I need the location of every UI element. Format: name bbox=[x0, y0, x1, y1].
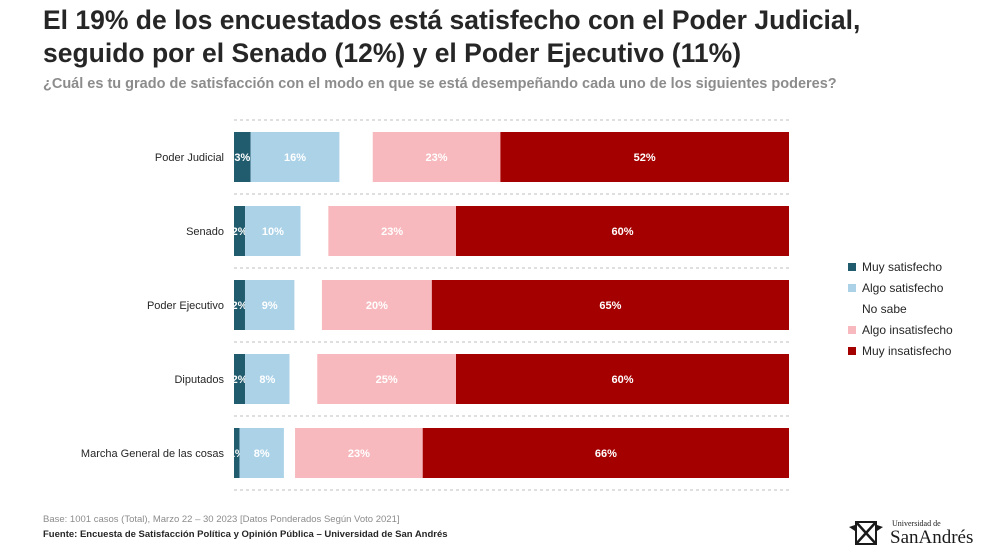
category-label: Poder Ejecutivo bbox=[147, 300, 224, 312]
chart-subtitle: ¿Cuál es tu grado de satisfacción con el… bbox=[43, 76, 837, 92]
data-label: 25% bbox=[376, 374, 398, 386]
data-label: 3% bbox=[234, 152, 250, 164]
data-label: 10% bbox=[262, 226, 284, 238]
bar-segment bbox=[431, 280, 789, 330]
bar-segment bbox=[456, 354, 789, 404]
university-crest-icon bbox=[849, 521, 883, 545]
bar-segment bbox=[294, 280, 322, 330]
bar-segment bbox=[234, 206, 246, 256]
data-label: 2% bbox=[232, 300, 248, 312]
bar-segment bbox=[239, 428, 284, 478]
title-line-1: El 19% de los encuestados está satisfech… bbox=[43, 5, 861, 35]
legend-item: No sabe bbox=[848, 298, 953, 319]
legend-item: Algo satisfecho bbox=[848, 277, 953, 298]
data-label: 66% bbox=[595, 448, 617, 460]
data-label: 9% bbox=[262, 300, 278, 312]
legend-label: Muy satisfecho bbox=[862, 259, 943, 274]
legend-swatch bbox=[848, 346, 856, 355]
bar-segment bbox=[321, 280, 432, 330]
data-label: 60% bbox=[611, 374, 633, 386]
bar-segment bbox=[500, 132, 789, 182]
data-label: 23% bbox=[426, 152, 448, 164]
bar-segment bbox=[295, 428, 423, 478]
data-label: 52% bbox=[634, 152, 656, 164]
legend-swatch bbox=[848, 283, 856, 292]
data-label: 2% bbox=[232, 374, 248, 386]
legend-label: Algo satisfecho bbox=[862, 280, 944, 295]
data-label: 20% bbox=[366, 300, 388, 312]
bar-segment bbox=[317, 354, 456, 404]
data-label: 23% bbox=[381, 226, 403, 238]
legend-swatch bbox=[848, 325, 856, 334]
bar-segment bbox=[245, 354, 290, 404]
logo-small-text: Universidad de bbox=[892, 518, 941, 528]
legend-swatch bbox=[848, 304, 856, 313]
category-label: Marcha General de las cosas bbox=[81, 448, 225, 460]
bar-segment bbox=[372, 132, 501, 182]
bar-segment bbox=[244, 280, 295, 330]
bar-segment bbox=[456, 206, 789, 256]
footer-source: Fuente: Encuesta de Satisfacción Polític… bbox=[43, 529, 448, 540]
category-label: Poder Judicial bbox=[155, 152, 224, 164]
legend-item: Algo insatisfecho bbox=[848, 319, 953, 340]
bar-segment bbox=[328, 206, 456, 256]
bar-segment bbox=[250, 132, 340, 182]
bar-segment bbox=[245, 206, 301, 256]
category-label: Senado bbox=[186, 226, 224, 238]
chart-legend: Muy satisfecho Algo satisfecho No sabe Algo… bbox=[848, 256, 953, 361]
legend-item: Muy satisfecho bbox=[848, 256, 953, 277]
bar-segment bbox=[422, 428, 789, 478]
bar-segment bbox=[234, 132, 251, 182]
data-label: 23% bbox=[348, 448, 370, 460]
data-label: 60% bbox=[611, 226, 633, 238]
data-label: 8% bbox=[254, 448, 270, 460]
bar-segment bbox=[234, 428, 240, 478]
university-logo: Universidad de SanAndrés bbox=[848, 517, 988, 549]
title-line-2: seguido por el Senado (12%) y el Poder E… bbox=[43, 38, 742, 68]
bar-segment bbox=[289, 354, 318, 404]
page-title: El 19% de los encuestados está satisfech… bbox=[43, 4, 943, 70]
bar-segment bbox=[283, 428, 296, 478]
bar-segment bbox=[339, 132, 373, 182]
legend-label: Muy insatisfecho bbox=[862, 343, 952, 358]
legend-label: Algo insatisfecho bbox=[862, 322, 953, 337]
data-label: 65% bbox=[599, 300, 621, 312]
legend-item: Muy insatisfecho bbox=[848, 340, 953, 361]
footer-base: Base: 1001 casos (Total), Marzo 22 – 30 … bbox=[43, 514, 400, 525]
logo-big-text: SanAndrés bbox=[890, 526, 974, 548]
bar-segment bbox=[234, 354, 246, 404]
legend-swatch bbox=[848, 262, 856, 271]
bar-segment bbox=[300, 206, 329, 256]
data-label: 2% bbox=[232, 226, 248, 238]
data-label: 8% bbox=[259, 374, 275, 386]
data-label: 16% bbox=[284, 152, 306, 164]
category-label: Diputados bbox=[174, 374, 224, 386]
bar-segment bbox=[234, 280, 245, 330]
legend-label: No sabe bbox=[862, 301, 907, 316]
